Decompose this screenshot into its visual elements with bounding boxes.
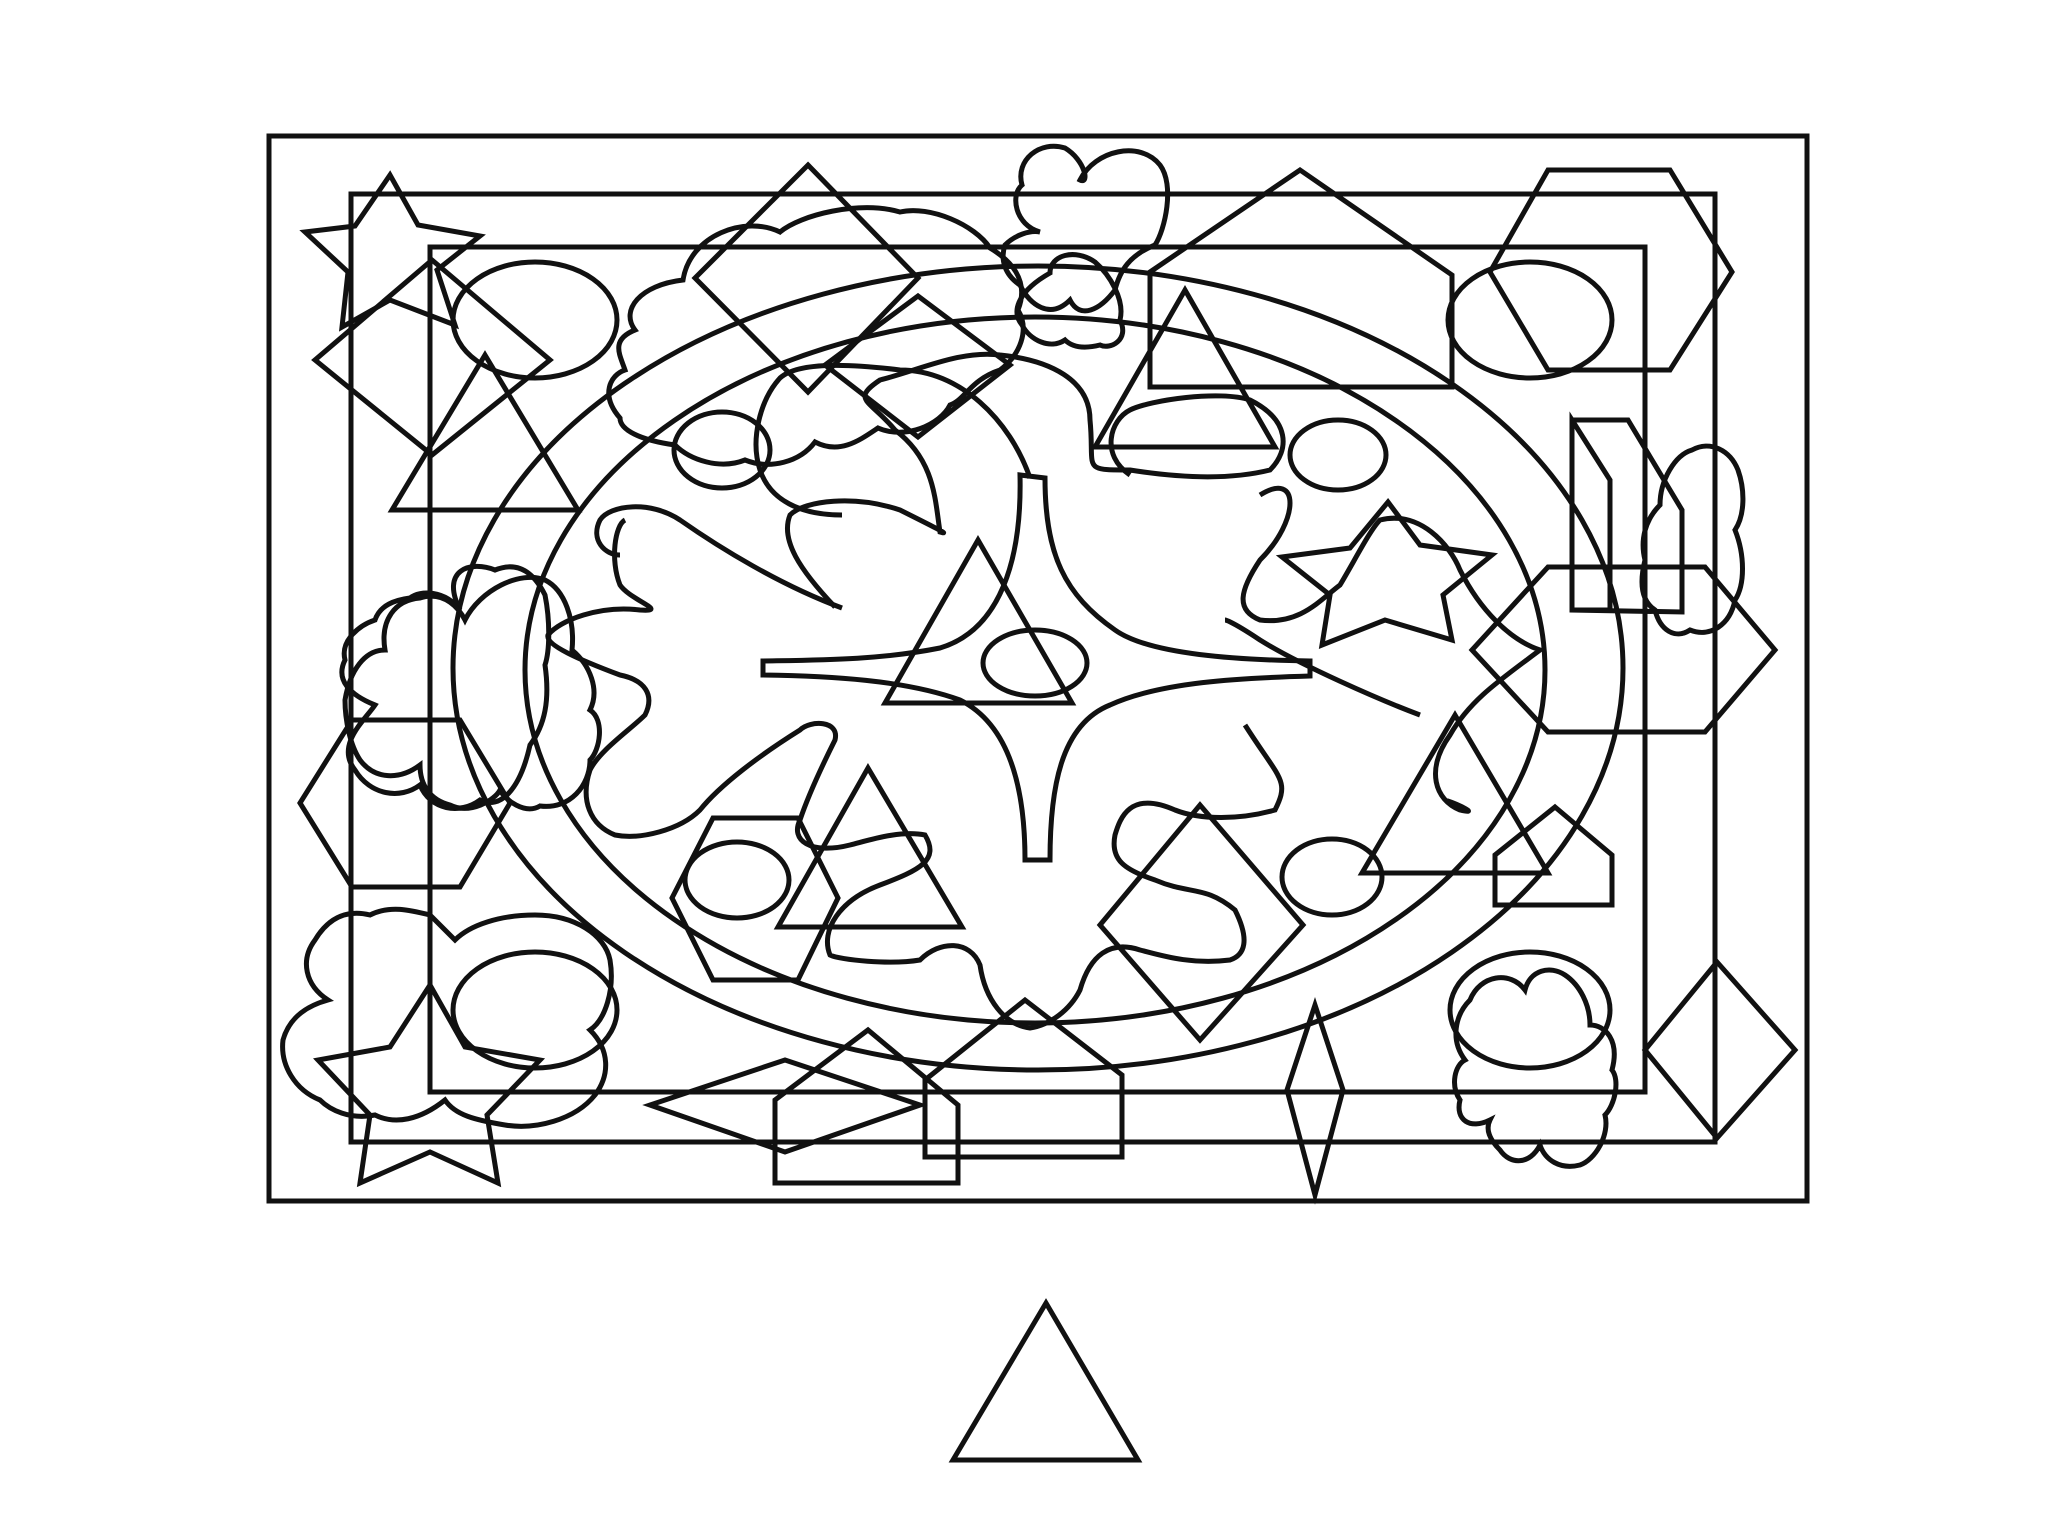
house-bottom-center (772, 1026, 961, 1186)
star-right-inner (1275, 497, 1499, 649)
central-splat (760, 472, 1313, 863)
triangle-lower-inner (773, 763, 967, 930)
house-bottom-center-2 (922, 996, 1125, 1160)
oval-top-right (1445, 259, 1615, 381)
diamond-top-left (311, 256, 554, 459)
hidden-shapes-picture (266, 133, 1810, 1205)
cloud-bottom-right (1452, 967, 1619, 1169)
diamond-bottom-narrow (1284, 997, 1346, 1205)
cloud-right (1639, 443, 1746, 637)
cloud-top-left (606, 205, 1026, 467)
splat-arm-top-left (753, 362, 1033, 518)
house-right (1569, 417, 1685, 615)
oval-center (980, 627, 1090, 699)
inner-frame (427, 244, 1648, 1095)
cloud-left-outer (342, 574, 602, 812)
diamond-lower-right-inner (1096, 801, 1307, 1044)
oval-bottom-right (1447, 949, 1613, 1071)
splat-arm-upper-left (594, 504, 843, 611)
diamond-bottom-center (642, 1057, 928, 1155)
star-bottom-left (313, 980, 546, 1188)
hexagon-lower-inner (669, 815, 841, 983)
diamond-top-center-2 (820, 292, 1015, 441)
cloud-bottom-left (280, 906, 614, 1129)
triangle-top-left (387, 350, 583, 513)
target-shape (948, 1298, 1143, 1463)
cloud-top-center (1000, 143, 1171, 314)
middle-frame (348, 191, 1718, 1145)
oval-lower-right-inner (1279, 836, 1385, 918)
oval-right-inner (1287, 417, 1389, 493)
house-top-right (1147, 166, 1455, 390)
inner-oval (522, 314, 1548, 1026)
outer-frame (266, 133, 1810, 1204)
hexagon-top-right (1487, 167, 1735, 373)
hexagon-right (1468, 564, 1779, 735)
triangle-right-inner (1357, 710, 1553, 876)
oval-lower-inner (682, 839, 792, 921)
pentagon-lower-right (1492, 803, 1615, 908)
oval-top-left (450, 259, 620, 381)
cloud-top-inner (1014, 252, 1125, 350)
star-top-left (299, 170, 486, 332)
triangle-top-right-inner (1090, 284, 1280, 450)
triangle-outline-icon (948, 1298, 1143, 1463)
outer-oval (450, 263, 1626, 1073)
cloud-left (339, 563, 552, 811)
triangle-center (880, 534, 1077, 706)
hexagon-left (297, 717, 513, 890)
diamond-bottom-right (1641, 958, 1799, 1142)
diamond-top-center (691, 161, 922, 396)
oval-upper-left-inner (671, 409, 773, 491)
splat-outline (545, 351, 1546, 1031)
